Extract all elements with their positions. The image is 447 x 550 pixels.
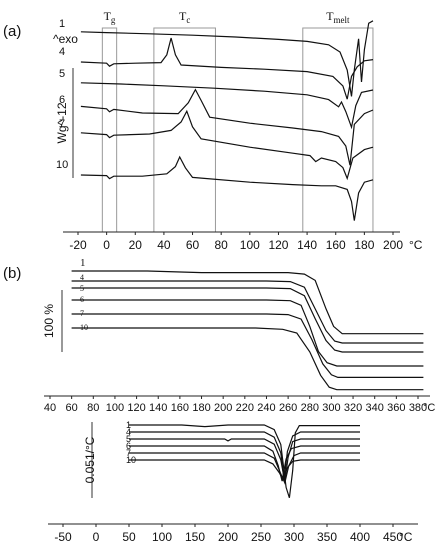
series-label: 6 — [126, 441, 131, 451]
series-label: 10 — [56, 159, 68, 171]
x-tick-label: 120 — [127, 402, 145, 414]
x-tick-label: 40 — [44, 402, 56, 414]
series-label: 10 — [80, 323, 88, 332]
tga-curve-7 — [71, 313, 424, 378]
dsc-curve-6 — [80, 88, 374, 166]
x-tick-label: -50 — [54, 530, 72, 544]
y-scale-label: 0.051/°C — [83, 436, 97, 483]
tga-curve-5 — [71, 287, 424, 353]
x-tick-label: 280 — [301, 402, 319, 414]
x-tick-label: 0 — [103, 238, 110, 252]
tga-panel: (b) 100 % 1 4 5 6 7 10 40 60 80 100 120 140 160 180 200 2… — [3, 257, 435, 414]
series-label: 1 — [80, 257, 86, 269]
x-tick-label: 120 — [268, 238, 288, 252]
x-tick-label: 0 — [93, 530, 100, 544]
x-tick-label: 350 — [317, 530, 337, 544]
x-unit-label: °C — [423, 402, 435, 414]
x-unit-label: °C — [399, 530, 413, 544]
x-tick-label: 180 — [192, 402, 210, 414]
series-label: 7 — [126, 448, 131, 458]
tga-curve-6 — [71, 299, 424, 367]
dsc-curve-5 — [80, 82, 374, 130]
x-tick-label: 140 — [149, 402, 167, 414]
x-tick-label: 180 — [354, 238, 374, 252]
x-tick-label: -20 — [69, 238, 87, 252]
x-tick-label: 200 — [218, 530, 238, 544]
x-tick-label: 360 — [387, 402, 405, 414]
x-tick-label: 340 — [366, 402, 384, 414]
dsc-curve-4 — [80, 37, 374, 100]
series-label: 1 — [59, 18, 65, 30]
series-label: 4 — [59, 46, 65, 58]
dtg-curve-5 — [129, 438, 360, 483]
x-tick-label: 200 — [383, 238, 403, 252]
dsc-panel: (a) ^exo Wg^-12 Tg Tc Tmelt 1 4 5 6 7 10 -20 0 20 40 60 8… — [3, 9, 423, 252]
x-tick-label: 160 — [171, 402, 189, 414]
y-scale-label: 100 % — [42, 304, 56, 338]
series-label: 5 — [126, 434, 131, 444]
x-tick-label: 40 — [157, 238, 171, 252]
series-label: 5 — [59, 68, 65, 80]
series-label: 1 — [126, 420, 131, 430]
dtg-curve-7 — [129, 452, 360, 485]
panel-label: (b) — [3, 265, 21, 282]
x-tick-label: 100 — [106, 402, 124, 414]
x-tick-label: 250 — [251, 530, 271, 544]
dtg-curve-1 — [129, 424, 360, 498]
x-tick-label: 100 — [152, 530, 172, 544]
region-box-tc — [153, 27, 216, 233]
x-tick-label: 450 — [383, 530, 403, 544]
dtg-curve-10 — [129, 459, 360, 481]
x-tick-label: 380 — [409, 402, 427, 414]
x-tick-label: 20 — [129, 238, 143, 252]
x-tick-label: 140 — [297, 238, 317, 252]
dtg-curve-6 — [129, 445, 360, 482]
x-tick-label: 320 — [344, 402, 362, 414]
x-tick-label: 400 — [350, 530, 370, 544]
x-tick-label: 80 — [215, 238, 229, 252]
x-tick-label: 260 — [279, 402, 297, 414]
x-tick-label: 60 — [66, 402, 78, 414]
series-label: 4 — [80, 273, 84, 282]
x-tick-label: 160 — [326, 238, 346, 252]
dsc-curve-1 — [80, 20, 374, 97]
series-label: 7 — [80, 309, 84, 318]
region-label-tg: Tg — [104, 9, 116, 25]
series-label: 7 — [59, 118, 65, 130]
tga-curve-4 — [71, 280, 424, 344]
region-label-tmelt: Tmelt — [326, 9, 350, 25]
series-label: 6 — [80, 295, 84, 304]
x-tick-label: 300 — [284, 530, 304, 544]
tga-curve-1 — [71, 270, 424, 335]
x-tick-label: 60 — [186, 238, 200, 252]
series-label: 4 — [126, 427, 131, 437]
dsc-curve-7 — [80, 109, 374, 181]
series-label: 5 — [80, 284, 84, 293]
series-label: 10 — [126, 455, 136, 465]
dsc-curve-10 — [80, 155, 374, 221]
exo-label: ^exo — [53, 32, 78, 46]
x-tick-label: 50 — [122, 530, 136, 544]
x-tick-label: 80 — [87, 402, 99, 414]
x-unit-label: °C — [409, 238, 423, 252]
x-tick-label: 300 — [322, 402, 340, 414]
x-tick-label: 220 — [236, 402, 254, 414]
x-tick-label: 200 — [214, 402, 232, 414]
tga-curve-10 — [71, 327, 424, 391]
y-scale-label: Wg^-12 — [55, 102, 69, 143]
panel-label: (a) — [3, 23, 21, 40]
series-label: 6 — [59, 94, 65, 106]
x-tick-label: 240 — [257, 402, 275, 414]
x-tick-label: 100 — [240, 238, 260, 252]
region-label-tc: Tc — [179, 9, 190, 25]
region-box-tg — [101, 27, 118, 233]
x-tick-label: 150 — [185, 530, 205, 544]
